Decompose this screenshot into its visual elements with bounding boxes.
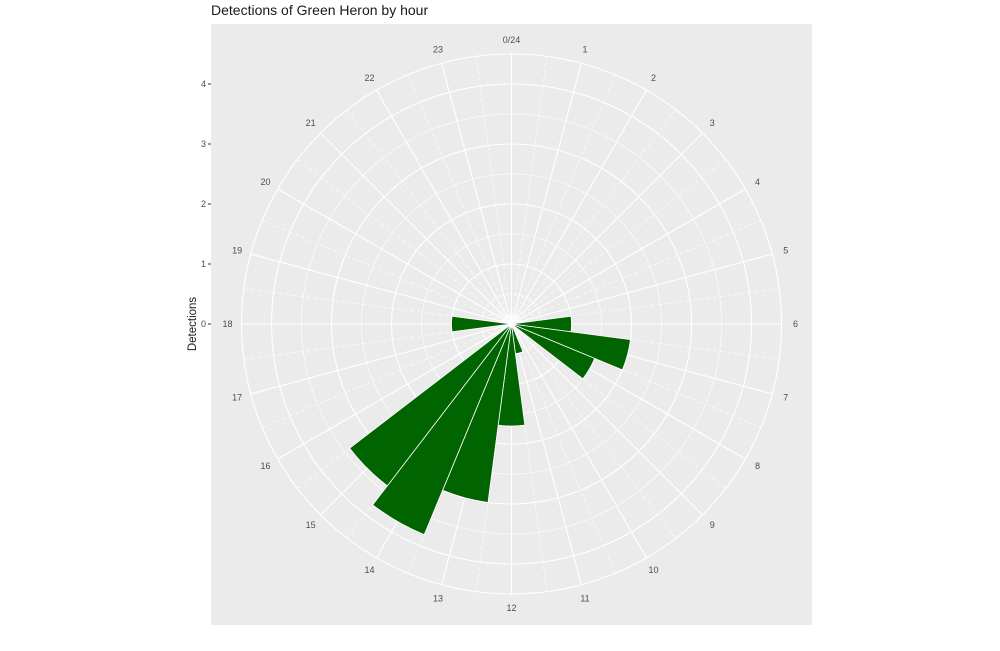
major-radial-line	[511, 89, 647, 325]
y-tick-label: 2	[201, 199, 206, 209]
hour-label-2: 2	[651, 73, 656, 83]
major-radial-line	[441, 63, 513, 325]
major-radial-line	[320, 132, 512, 325]
hour-label-0: 0/24	[503, 35, 521, 45]
hour-label-20: 20	[261, 177, 271, 187]
major-radial-line	[511, 253, 773, 325]
hour-label-9: 9	[710, 520, 715, 530]
hour-label-15: 15	[306, 520, 316, 530]
y-tick-label: 3	[201, 139, 206, 149]
minor-radial-line	[511, 159, 726, 325]
hour-label-12: 12	[506, 603, 516, 613]
bar-layer	[349, 315, 631, 536]
major-radial-line	[376, 89, 512, 325]
hour-label-5: 5	[783, 246, 788, 256]
minor-radial-line	[511, 109, 677, 325]
bar-hour-15	[349, 323, 512, 487]
minor-radial-line	[346, 109, 512, 325]
hour-label-6: 6	[793, 319, 798, 329]
major-radial-line	[511, 188, 746, 325]
minor-radial-line	[511, 74, 616, 325]
hour-label-4: 4	[755, 177, 760, 187]
hour-label-3: 3	[710, 118, 715, 128]
hour-label-19: 19	[232, 246, 242, 256]
minor-radial-line	[511, 56, 548, 325]
hour-label-10: 10	[648, 565, 658, 575]
hour-label-13: 13	[433, 593, 443, 603]
minor-radial-line	[297, 159, 512, 325]
hour-label-14: 14	[364, 565, 374, 575]
bar-hour-8	[511, 323, 596, 380]
hour-label-layer: 0/24123456789101112131415161718192021222…	[222, 35, 798, 613]
bar-hour-18	[451, 315, 512, 333]
y-axis-title: Detections	[187, 297, 199, 352]
major-radial-line	[510, 323, 582, 585]
chart-title: Detections of Green Heron by hour	[211, 2, 429, 18]
minor-radial-line	[261, 323, 512, 428]
hour-label-21: 21	[306, 118, 316, 128]
minor-radial-line	[511, 323, 677, 539]
hour-label-16: 16	[261, 461, 271, 471]
hour-label-23: 23	[433, 45, 443, 55]
y-tick-label: 4	[201, 79, 206, 89]
hour-label-7: 7	[783, 393, 788, 403]
major-radial-line	[277, 188, 512, 325]
hour-label-8: 8	[755, 461, 760, 471]
y-axis: 0 1 2 3 4	[201, 79, 211, 329]
major-radial-line	[511, 323, 703, 516]
minor-radial-line	[261, 220, 512, 325]
bar-hour-14	[372, 323, 512, 536]
hour-label-18: 18	[222, 319, 232, 329]
major-radial-line	[510, 63, 582, 325]
major-radial-line	[250, 323, 512, 395]
major-radial-line	[511, 323, 647, 559]
bar-hour-7	[511, 323, 631, 371]
y-tick-label: 0	[201, 319, 206, 329]
hour-label-22: 22	[364, 73, 374, 83]
hour-label-1: 1	[582, 45, 587, 55]
minor-radial-line	[475, 56, 512, 325]
minor-radial-line	[407, 74, 512, 325]
major-radial-line	[277, 323, 512, 460]
major-radial-line	[511, 132, 703, 325]
minor-radial-line	[511, 323, 616, 574]
y-tick-label: 1	[201, 259, 206, 269]
hour-label-11: 11	[580, 593, 589, 603]
major-radial-line	[250, 253, 512, 325]
minor-radial-line	[511, 220, 762, 325]
hour-label-17: 17	[232, 393, 242, 403]
